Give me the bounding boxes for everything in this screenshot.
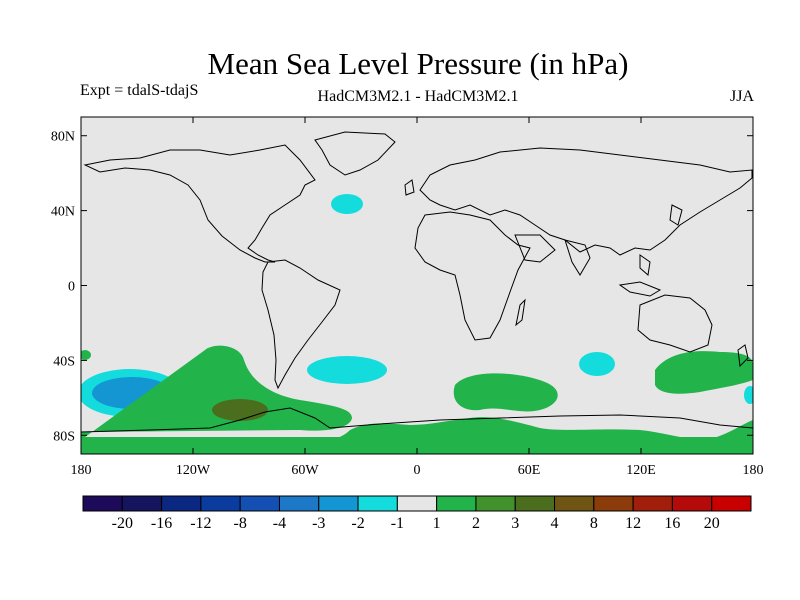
south-atlantic-low xyxy=(307,356,387,384)
colorbar-label: -3 xyxy=(312,515,325,532)
colorbar-label: -1 xyxy=(391,515,404,532)
colorbar-label: 12 xyxy=(625,515,641,532)
colorbar-swatch xyxy=(475,495,516,512)
colorbar-label: -8 xyxy=(234,515,247,532)
lat-tick-label: 0 xyxy=(68,280,75,295)
colorbar-label: -2 xyxy=(351,515,364,532)
colorbar-label: -20 xyxy=(112,515,133,532)
colorbar-label: 20 xyxy=(704,515,720,532)
lat-tick-label: 80S xyxy=(53,429,75,444)
colorbar-swatch xyxy=(318,495,359,512)
colorbar-swatch xyxy=(436,495,477,512)
colorbar-swatch xyxy=(200,495,241,512)
colorbar: -20 -16 -12 -8 -4 -3 -2 -1 1 2 3 4 8 12 16 20 xyxy=(82,495,752,532)
lon-tick-label: 60W xyxy=(291,463,319,478)
lon-tick-label: 0 xyxy=(414,463,421,478)
colorbar-label: 1 xyxy=(433,515,441,532)
longitude-axis: 180 120W 60W 0 60E 120E 180 xyxy=(71,117,764,478)
lon-tick-label: 180 xyxy=(743,463,764,478)
colorbar-swatch xyxy=(671,495,713,512)
eastern-south-pacific-high-core xyxy=(212,399,268,421)
anomaly-field xyxy=(81,131,753,454)
colorbar-label: 2 xyxy=(472,515,480,532)
colorbar-swatch xyxy=(396,495,438,512)
colorbar-swatch xyxy=(632,495,673,512)
colorbar-swatch xyxy=(278,495,320,512)
colorbar-swatch xyxy=(82,495,123,512)
season-label: JJA xyxy=(729,88,754,105)
indian-ocean-high xyxy=(453,373,558,412)
colorbar-swatch xyxy=(593,495,634,512)
lon-tick-label: 120E xyxy=(626,463,656,478)
lon-tick-label: 180 xyxy=(71,463,92,478)
colorbar-label: -16 xyxy=(151,515,172,532)
colorbar-swatch xyxy=(554,495,595,512)
colorbar-swatch xyxy=(357,495,398,512)
colorbar-label: 3 xyxy=(511,515,519,532)
lat-tick-label: 40N xyxy=(51,205,75,220)
colorbar-swatch xyxy=(121,495,163,512)
colorbar-swatch xyxy=(161,495,202,512)
lat-tick-label: 80N xyxy=(51,130,75,145)
experiment-label: Expt = tdalS-tdajS xyxy=(80,82,199,99)
small-high-west xyxy=(81,350,91,360)
model-label: HadCM3M2.1 - HadCM3M2.1 xyxy=(317,88,519,105)
southwest-pacific-high xyxy=(655,351,753,394)
map-title: Mean Sea Level Pressure (in hPa) xyxy=(207,46,629,81)
southern-band-high xyxy=(81,437,753,454)
colorbar-label: -4 xyxy=(273,515,286,532)
latitude-axis: 80N 40N 0 40S 80S xyxy=(51,130,753,444)
dateline-low xyxy=(744,386,753,404)
colorbar-label: 4 xyxy=(551,515,559,532)
colorbar-swatch xyxy=(711,495,752,512)
colorbar-swatch xyxy=(239,495,280,512)
colorbar-label: -12 xyxy=(190,515,211,532)
indian-ocean-low xyxy=(579,352,615,376)
north-atlantic-low xyxy=(331,194,363,214)
lon-tick-label: 60E xyxy=(518,463,541,478)
lon-tick-label: 120W xyxy=(176,463,211,478)
colorbar-label: 16 xyxy=(664,515,680,532)
colorbar-swatch xyxy=(514,495,556,512)
colorbar-label: 8 xyxy=(590,515,598,532)
coastlines xyxy=(81,131,753,433)
lat-tick-label: 40S xyxy=(53,354,75,369)
